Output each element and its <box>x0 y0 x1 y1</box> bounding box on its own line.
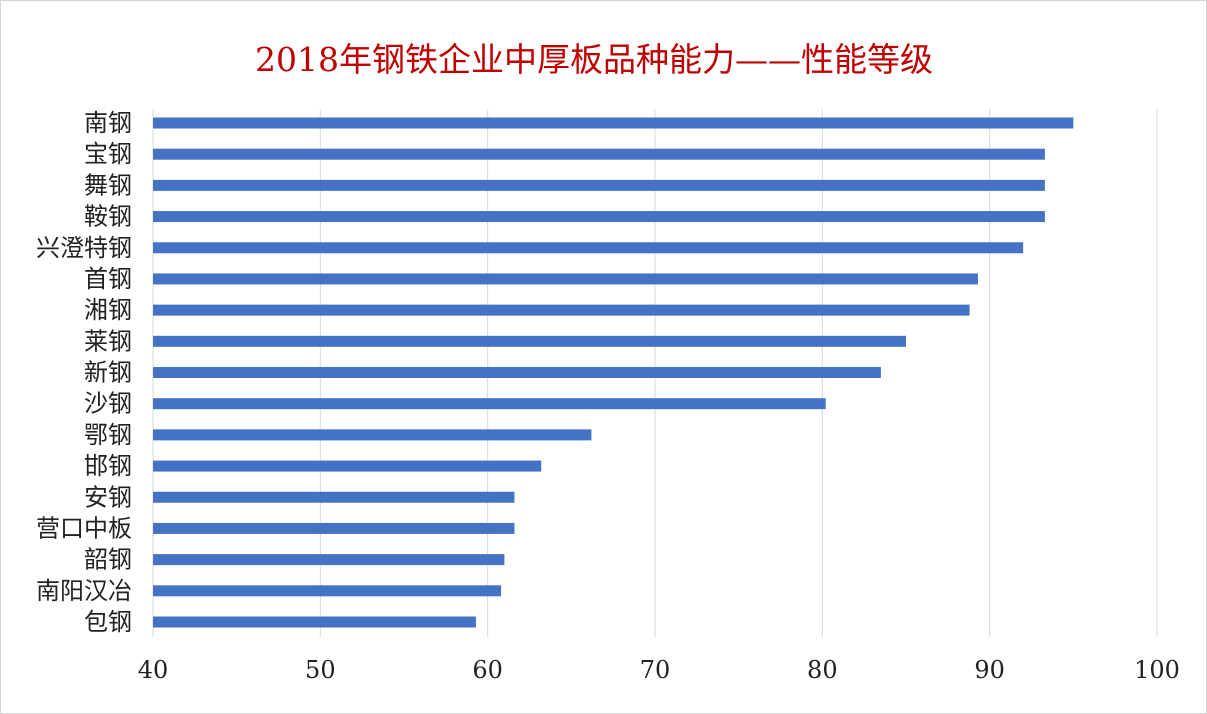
bar-12 <box>153 460 542 472</box>
category-label: 南钢 <box>84 109 132 137</box>
category-label: 莱钢 <box>84 327 132 355</box>
bars <box>153 117 1074 628</box>
bar-3 <box>153 179 1045 191</box>
bar-16 <box>153 585 502 597</box>
category-label: 宝钢 <box>84 140 132 168</box>
x-tick-label: 100 <box>1134 656 1180 684</box>
x-axis-tick-labels: 40 50 60 70 80 90 100 <box>138 656 1180 684</box>
bar-8 <box>153 335 906 347</box>
bar-11 <box>153 429 592 441</box>
category-label: 营口中板 <box>36 514 132 542</box>
x-tick-label: 70 <box>640 656 671 684</box>
bar-13 <box>153 491 515 503</box>
bar-1 <box>153 117 1074 129</box>
bar-17 <box>153 616 476 628</box>
chart-title: 2018年钢铁企业中厚板品种能力——性能等级 <box>255 40 933 79</box>
bar-10 <box>153 398 826 410</box>
bar-9 <box>153 367 881 378</box>
bar-7 <box>153 304 970 316</box>
bar-14 <box>153 522 515 534</box>
category-label: 舞钢 <box>84 171 132 199</box>
category-label: 新钢 <box>84 359 132 387</box>
x-tick-label: 90 <box>974 656 1005 684</box>
category-label: 邯钢 <box>84 452 132 480</box>
x-tick-label: 60 <box>472 656 503 684</box>
bar-2 <box>153 148 1045 160</box>
category-label: 鞍钢 <box>84 203 132 231</box>
x-tick-label: 80 <box>807 656 838 684</box>
category-label: 鄂钢 <box>84 421 132 449</box>
category-label: 韶钢 <box>84 546 132 574</box>
x-tick-label: 40 <box>138 656 169 684</box>
x-tick-label: 50 <box>305 656 336 684</box>
category-label: 南阳汉冶 <box>36 577 132 605</box>
bar-6 <box>153 273 978 285</box>
bar-4 <box>153 211 1045 223</box>
category-label: 包钢 <box>84 608 132 636</box>
bar-5 <box>153 242 1024 254</box>
category-label: 沙钢 <box>84 390 132 418</box>
category-label: 首钢 <box>84 265 132 293</box>
category-label: 安钢 <box>84 483 132 511</box>
bar-15 <box>153 554 505 566</box>
category-label: 湘钢 <box>84 296 132 324</box>
category-label: 兴澄特钢 <box>36 234 132 262</box>
